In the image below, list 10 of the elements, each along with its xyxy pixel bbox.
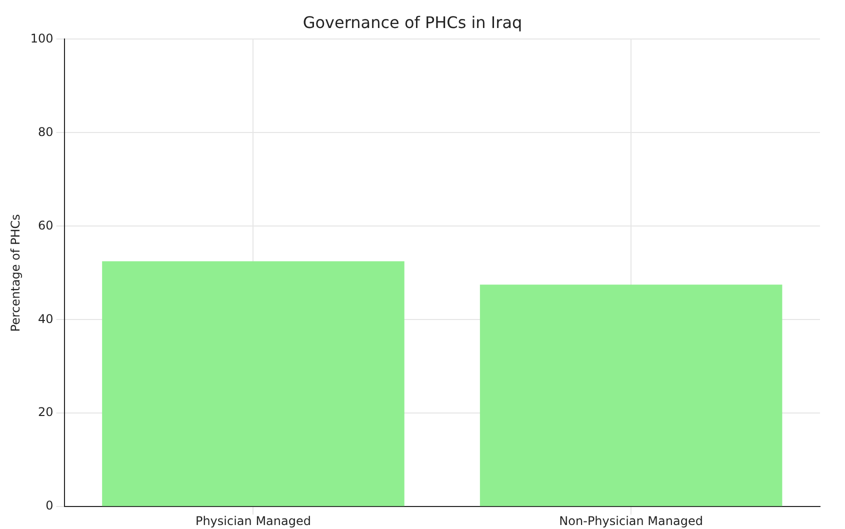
y-tick-label: 60 [38, 218, 54, 232]
y-tick-label: 0 [46, 498, 54, 513]
chart-title: Governance of PHCs in Iraq [302, 12, 522, 32]
x-tick-label: Non-Physician Managed [559, 514, 703, 528]
y-tick-label: 80 [38, 124, 54, 139]
y-tick-label: 100 [30, 31, 54, 46]
x-tick-label: Physician Managed [195, 514, 311, 528]
y-tick-label: 40 [38, 312, 54, 326]
y-axis-title: Percentage of PHCs [8, 214, 22, 332]
y-tick-label: 20 [38, 405, 54, 420]
